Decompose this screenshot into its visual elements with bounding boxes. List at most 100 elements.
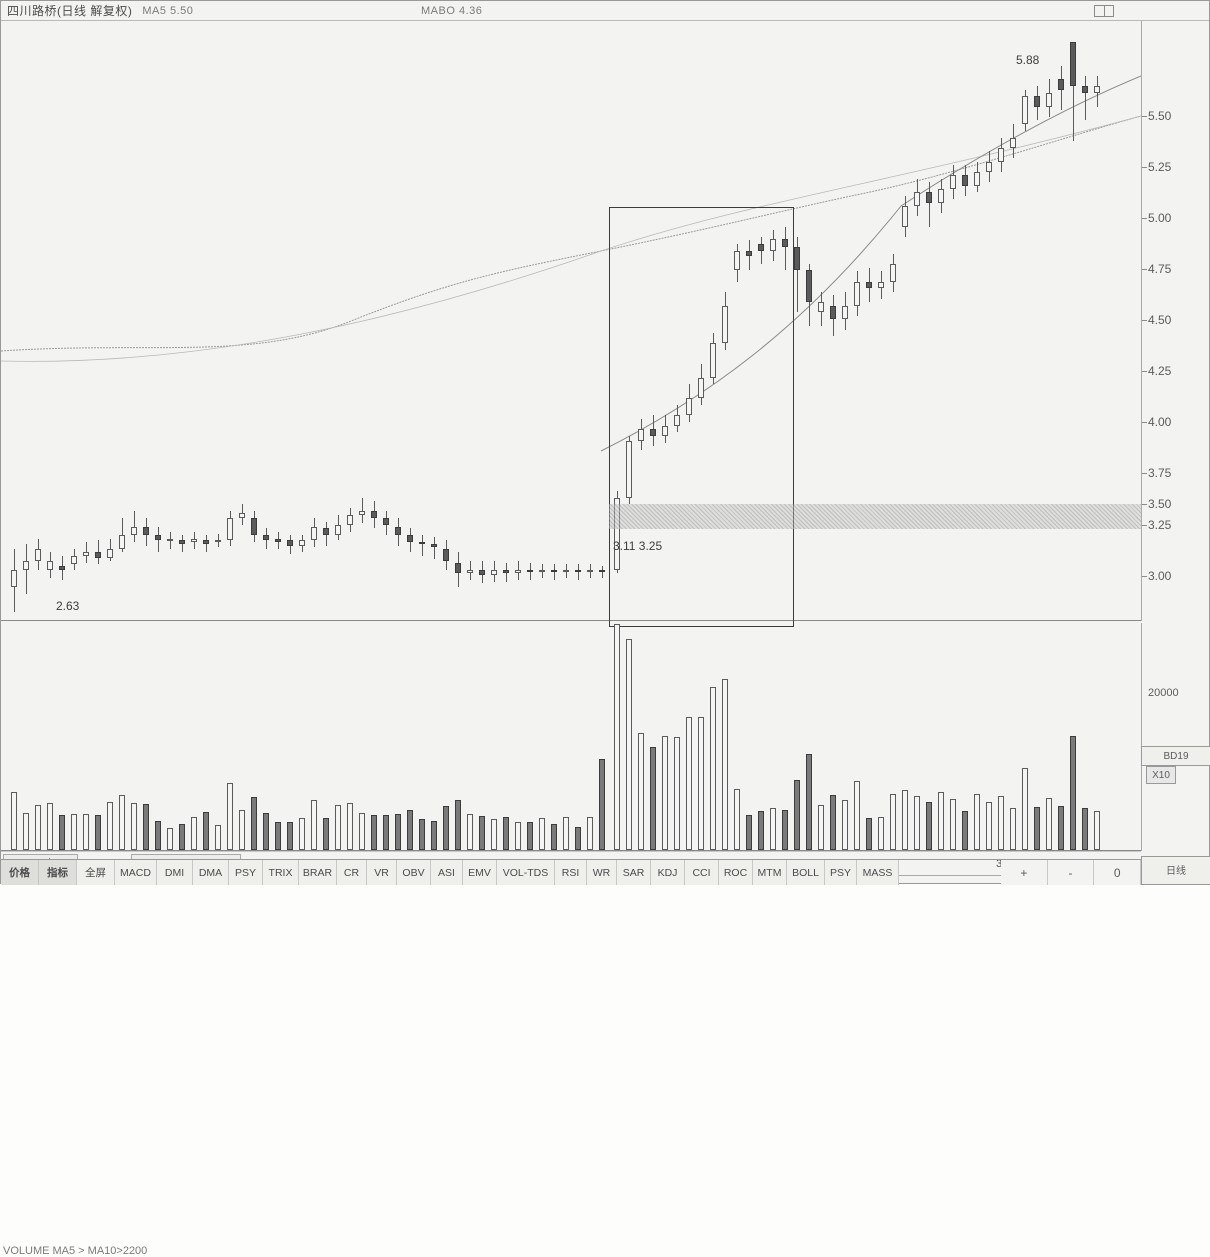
volume-bar[interactable] (215, 825, 221, 850)
zoom-reset-button[interactable]: 0 (1094, 860, 1141, 885)
toolbar-btn-boll[interactable]: BOLL (787, 860, 825, 885)
layout-icon[interactable] (1094, 5, 1114, 17)
volume-bar[interactable] (11, 792, 17, 850)
volume-bar[interactable] (710, 687, 716, 850)
volume-bar[interactable] (551, 824, 557, 850)
toolbar-btn-cci[interactable]: CCI (685, 860, 719, 885)
volume-bar[interactable] (638, 733, 644, 850)
volume-bar[interactable] (515, 822, 521, 850)
toolbar-btn-vol-tds[interactable]: VOL-TDS (497, 860, 555, 885)
volume-bar[interactable] (287, 822, 293, 850)
volume-bar[interactable] (854, 781, 860, 850)
volume-bar[interactable] (902, 790, 908, 850)
volume-bar[interactable] (587, 817, 593, 850)
toolbar-btn-vr[interactable]: VR (367, 860, 397, 885)
volume-bar[interactable] (311, 800, 317, 850)
toolbar-btn-cr[interactable]: CR (337, 860, 367, 885)
volume-bar[interactable] (299, 818, 305, 850)
volume-bar[interactable] (47, 803, 53, 850)
volume-bar[interactable] (467, 814, 473, 850)
volume-bar[interactable] (842, 800, 848, 850)
volume-bar[interactable] (503, 817, 509, 850)
volume-bar[interactable] (782, 810, 788, 850)
volume-bar[interactable] (455, 800, 461, 850)
volume-bar[interactable] (263, 813, 269, 850)
toolbar-btn-dmi[interactable]: DMI (157, 860, 193, 885)
zoom-in-button[interactable]: + (1001, 860, 1048, 885)
volume-bar[interactable] (83, 814, 89, 850)
volume-bar[interactable] (191, 817, 197, 850)
volume-bar[interactable] (239, 810, 245, 850)
toolbar-btn-psy2[interactable]: PSY (825, 860, 857, 885)
volume-bar[interactable] (59, 815, 65, 850)
volume-bar[interactable] (878, 817, 884, 850)
volume-bar[interactable] (1046, 798, 1052, 850)
volume-bar[interactable] (626, 639, 632, 850)
volume-bar[interactable] (119, 795, 125, 850)
volume-bar[interactable] (323, 818, 329, 850)
toolbar-btn-kdj[interactable]: KDJ (651, 860, 685, 885)
volume-bar[interactable] (1058, 806, 1064, 850)
volume-bar[interactable] (662, 736, 668, 850)
volume-bar[interactable] (926, 802, 932, 850)
toolbar-btn-fullscreen[interactable]: 全屏 (77, 860, 115, 885)
volume-bar[interactable] (794, 780, 800, 850)
volume-bar[interactable] (131, 803, 137, 850)
volume-bar[interactable] (227, 783, 233, 850)
volume-bar[interactable] (950, 799, 956, 850)
volume-bar[interactable] (203, 812, 209, 850)
volume-bar[interactable] (746, 815, 752, 850)
toolbar-btn-mass[interactable]: MASS (857, 860, 899, 885)
volume-bar[interactable] (395, 814, 401, 850)
toolbar-btn-psy[interactable]: PSY (229, 860, 263, 885)
volume-bar[interactable] (1070, 736, 1076, 850)
volume-bar[interactable] (107, 802, 113, 850)
volume-bar[interactable] (614, 624, 620, 850)
toolbar-btn-sar[interactable]: SAR (617, 860, 651, 885)
right-info-box-2[interactable]: X10 (1146, 766, 1176, 784)
volume-bar[interactable] (563, 817, 569, 850)
volume-bar[interactable] (770, 808, 776, 850)
volume-bar[interactable] (674, 737, 680, 850)
volume-bar[interactable] (419, 819, 425, 850)
volume-bar[interactable] (539, 818, 545, 850)
volume-bar[interactable] (443, 806, 449, 850)
toolbar-btn-mtm[interactable]: MTM (753, 860, 787, 885)
volume-bar[interactable] (650, 747, 656, 850)
toolbar-btn-rsi[interactable]: RSI (555, 860, 587, 885)
volume-bar[interactable] (575, 827, 581, 850)
toolbar-btn-price[interactable]: 价格 (1, 860, 39, 885)
volume-bar[interactable] (938, 792, 944, 850)
toolbar-btn-asi[interactable]: ASI (431, 860, 463, 885)
volume-bar[interactable] (155, 821, 161, 850)
volume-bar[interactable] (1094, 811, 1100, 850)
toolbar-btn-indicator[interactable]: 指标 (39, 860, 77, 885)
volume-bar[interactable] (758, 811, 764, 850)
toolbar-btn-dma[interactable]: DMA (193, 860, 229, 885)
volume-bar[interactable] (818, 805, 824, 850)
volume-bar[interactable] (335, 805, 341, 850)
volume-bar[interactable] (986, 802, 992, 850)
volume-bar[interactable] (275, 822, 281, 850)
toolbar-btn-macd[interactable]: MACD (115, 860, 157, 885)
volume-bar[interactable] (491, 819, 497, 850)
volume-bar[interactable] (866, 818, 872, 850)
volume-bar[interactable] (179, 824, 185, 850)
toolbar-btn-roc[interactable]: ROC (719, 860, 753, 885)
toolbar-btn-trix[interactable]: TRIX (263, 860, 299, 885)
volume-bar[interactable] (806, 754, 812, 850)
toolbar-btn-obv[interactable]: OBV (397, 860, 431, 885)
volume-bar[interactable] (23, 813, 29, 850)
volume-bar[interactable] (359, 813, 365, 850)
volume-bar[interactable] (1010, 808, 1016, 850)
right-info-box-3[interactable]: 日线 (1141, 856, 1210, 885)
volume-bar[interactable] (722, 679, 728, 850)
toolbar-btn-brar[interactable]: BRAR (299, 860, 337, 885)
volume-bar[interactable] (1034, 807, 1040, 850)
volume-bar[interactable] (962, 811, 968, 850)
volume-bar[interactable] (830, 795, 836, 850)
volume-bar[interactable] (686, 717, 692, 850)
volume-bar[interactable] (167, 828, 173, 850)
volume-bar[interactable] (998, 796, 1004, 850)
volume-bar[interactable] (371, 815, 377, 850)
